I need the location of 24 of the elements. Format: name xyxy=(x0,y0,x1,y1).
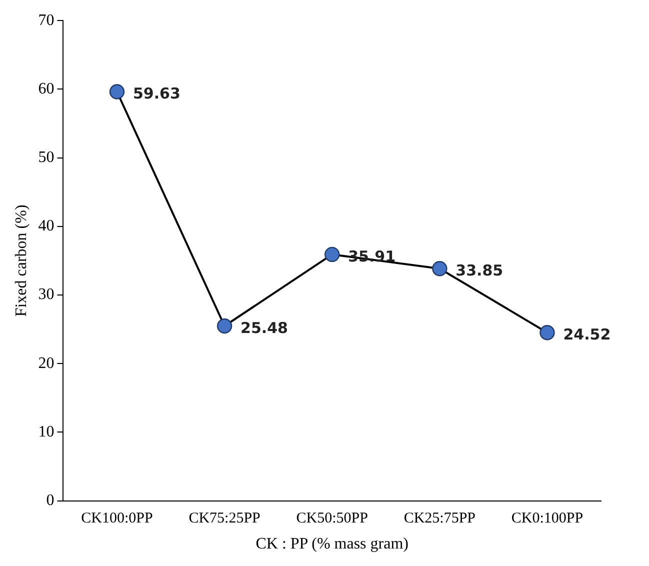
point xyxy=(216,318,232,334)
y-tick-label: 60 xyxy=(38,80,54,98)
y-tick-label: 50 xyxy=(38,149,54,166)
x-axis-title: CK : PP (% mass gram) xyxy=(256,536,408,553)
x-tick-label: CK75:25PP xyxy=(188,510,260,527)
point xyxy=(109,84,125,100)
point xyxy=(324,246,340,262)
point xyxy=(432,260,448,276)
data-label: 24.52 xyxy=(563,325,611,344)
y-tick-label: 10 xyxy=(38,423,54,440)
data-label: 59.63 xyxy=(132,84,180,103)
y-tick-label: 20 xyxy=(38,354,54,372)
x-tick-label: CK50:50PP xyxy=(296,510,368,527)
x-tick-label: CK0:100PP xyxy=(511,510,584,527)
point xyxy=(540,324,555,340)
y-axis-title: Fixed carbon (%) xyxy=(12,204,30,317)
x-tick-label: CK25:75PP xyxy=(404,510,476,527)
data-label: 25.48 xyxy=(240,318,288,337)
y-tick-label: 70 xyxy=(38,12,54,29)
y-tick-label: 40 xyxy=(38,218,54,235)
data-label: 33.85 xyxy=(456,261,504,280)
x-tick-label: CK100:0PP xyxy=(81,510,153,527)
y-tick-label: 0 xyxy=(46,492,54,510)
y-tick-label: 30 xyxy=(38,286,54,304)
